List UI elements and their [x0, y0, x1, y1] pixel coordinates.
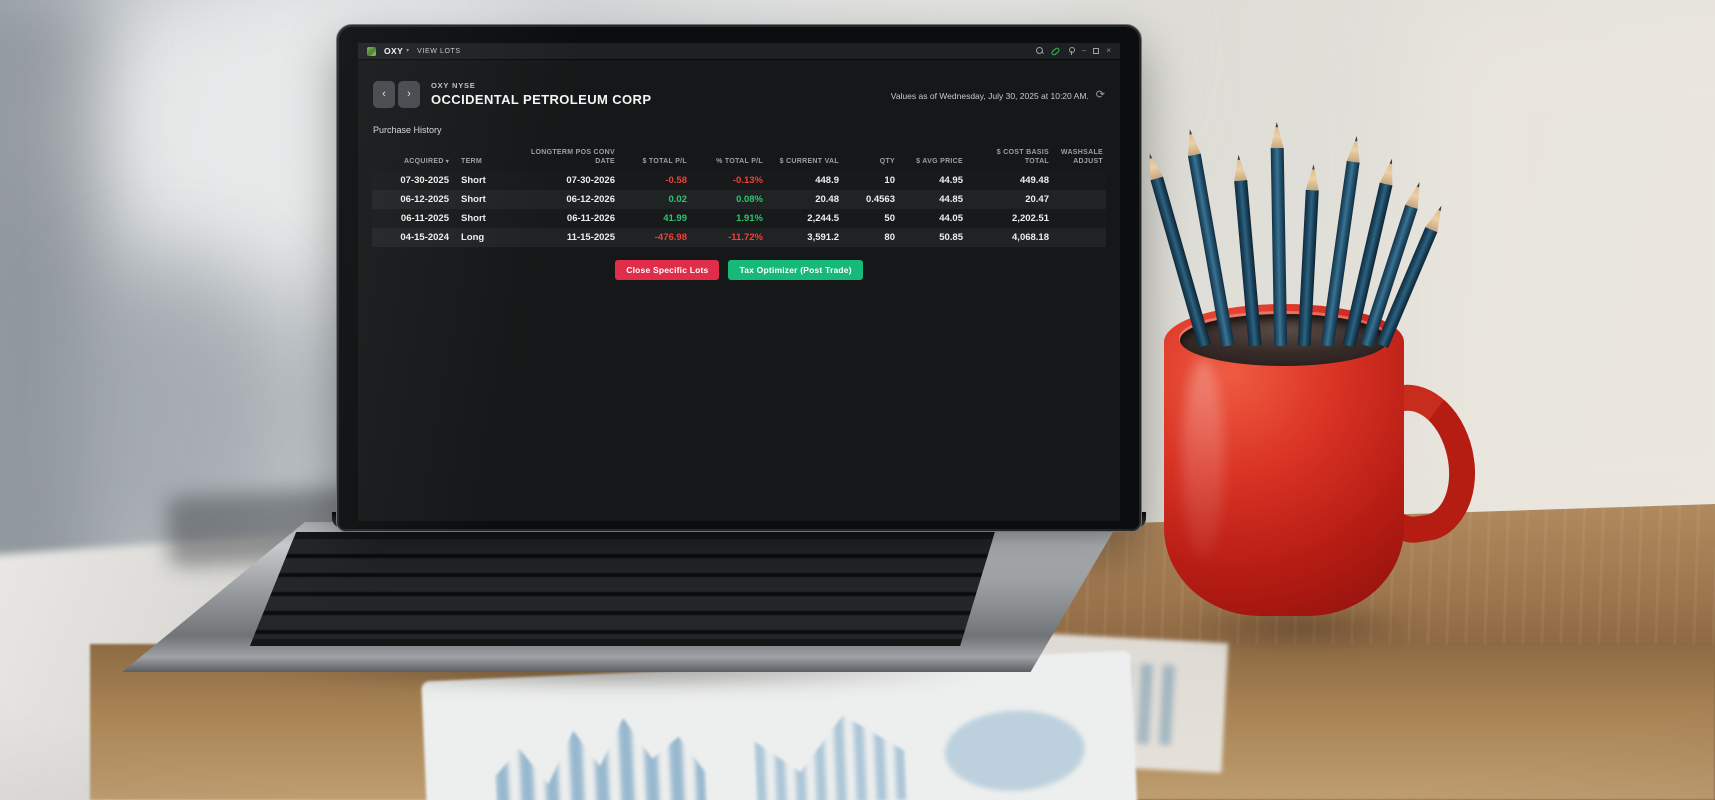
cell-washsale: [1052, 228, 1106, 247]
cell-avg-price: 44.05: [939, 212, 963, 224]
cell-total-pl: 0.02: [668, 193, 688, 205]
cell-acquired: 04-15-2024: [400, 231, 449, 243]
cell-total-pl-pct: 0.08%: [736, 193, 763, 205]
column-header-term[interactable]: TERM: [461, 158, 483, 166]
cell-total-pl-pct: 1.91%: [736, 212, 763, 224]
column-header-cost-basis[interactable]: $ COST BASIS TOTAL: [996, 149, 1049, 166]
app-window: OXY ▾ VIEW LOTS – × ‹ › OXY NYSE: [358, 43, 1120, 521]
lots-table: ACQUIRED ▾ TERM LONGTERM POS CONV DATE $ …: [372, 144, 1106, 247]
column-header-avg-price[interactable]: $ AVG PRICE: [916, 158, 963, 166]
column-header-qty[interactable]: QTY: [879, 158, 895, 166]
values-asof-text: Values as of Wednesday, July 30, 2025 at…: [890, 90, 1089, 101]
cell-qty: 0.4563: [865, 193, 895, 205]
cell-total-pl-pct: -11.72%: [728, 231, 763, 243]
laptop-keyboard: [249, 532, 995, 646]
cell-cost-basis: 449.48: [1019, 174, 1049, 186]
cell-avg-price: 44.95: [939, 174, 963, 186]
cell-cost-basis: 20.47: [1025, 193, 1049, 205]
maximize-icon[interactable]: [1093, 48, 1100, 54]
action-buttons: Close Specific Lots Tax Optimizer (Post …: [358, 259, 1120, 280]
column-header-total-pl-pct[interactable]: % TOTAL P/L: [716, 158, 763, 166]
symbol-exchange: OXY NYSE: [431, 81, 476, 90]
red-mug: [1158, 290, 1498, 635]
cell-avg-price: 44.85: [939, 193, 963, 205]
cell-cost-basis: 2,202.51: [1012, 212, 1049, 224]
pin-icon[interactable]: [1067, 47, 1075, 55]
cell-conv-date: 06-11-2026: [566, 212, 615, 224]
cell-current-val: 3,591.2: [807, 231, 839, 243]
titlebar-controls: – ×: [1035, 46, 1111, 56]
cell-cost-basis: 4,068.18: [1012, 231, 1049, 243]
cell-conv-date: 11-15-2025: [566, 231, 615, 243]
table-row[interactable]: 06-11-2025 Short 06-11-2026 41.99 1.91% …: [372, 208, 1106, 228]
chart-blob-doodle: [943, 707, 1087, 794]
cell-current-val: 2,244.5: [807, 212, 839, 224]
cell-term: Short: [461, 174, 486, 186]
refresh-icon[interactable]: ⟳: [1095, 89, 1105, 101]
back-button[interactable]: ‹: [373, 81, 395, 108]
cell-term: Short: [461, 212, 486, 224]
cell-total-pl-pct: -0.13%: [732, 174, 763, 186]
values-asof-container: Values as of Wednesday, July 30, 2025 at…: [891, 90, 1105, 101]
cell-qty: 80: [884, 231, 895, 243]
cell-total-pl: 41.99: [663, 212, 687, 224]
table-header-row: ACQUIRED ▾ TERM LONGTERM POS CONV DATE $ …: [372, 144, 1106, 171]
cell-conv-date: 06-12-2026: [566, 193, 615, 205]
column-label: ACQUIRED: [403, 158, 444, 166]
cell-term: Long: [461, 231, 485, 243]
cell-washsale: [1052, 209, 1106, 228]
tax-optimizer-button[interactable]: Tax Optimizer (Post Trade): [728, 259, 863, 280]
section-title: Purchase History: [373, 125, 442, 135]
cell-total-pl: -0.58: [665, 174, 687, 186]
tab-view-lots[interactable]: VIEW LOTS: [417, 47, 461, 55]
symbol-label: OXY: [384, 46, 404, 56]
table-row[interactable]: 04-15-2024 Long 11-15-2025 -476.98 -11.7…: [372, 227, 1106, 247]
symbol-dropdown[interactable]: OXY ▾: [384, 46, 409, 56]
column-header-conv-date[interactable]: LONGTERM POS CONV DATE: [530, 149, 615, 166]
link-icon[interactable]: [1050, 46, 1061, 56]
cell-acquired: 06-11-2025: [400, 212, 449, 224]
symbol-block: OXY NYSE OCCIDENTAL PETROLEUM CORP: [431, 81, 651, 107]
chevron-down-icon: ▾: [406, 48, 410, 54]
cell-acquired: 06-12-2025: [400, 193, 449, 205]
window-titlebar: OXY ▾ VIEW LOTS – ×: [358, 43, 1120, 60]
pencil: [1270, 122, 1288, 347]
sort-desc-icon: ▾: [445, 159, 449, 166]
cell-total-pl: -476.98: [654, 231, 687, 243]
bar-chart-doodle: [493, 709, 707, 800]
search-icon[interactable]: [1035, 47, 1044, 55]
laptop-base: [122, 522, 1119, 672]
cell-current-val: 20.48: [815, 193, 839, 205]
column-header-total-pl[interactable]: $ TOTAL P/L: [642, 158, 687, 166]
bar-chart-doodle-2: [752, 691, 907, 800]
table-row[interactable]: 07-30-2025 Short 07-30-2026 -0.58 -0.13%…: [372, 170, 1106, 190]
column-header-current-val[interactable]: $ CURRENT VAL: [779, 158, 839, 166]
forward-button[interactable]: ›: [398, 81, 420, 108]
quote-header: ‹ › OXY NYSE OCCIDENTAL PETROLEUM CORP V…: [358, 60, 1120, 108]
cell-qty: 10: [884, 174, 895, 186]
column-header-washsale[interactable]: WASHSALE ADJUST: [1060, 149, 1103, 166]
cell-term: Short: [461, 193, 486, 205]
cell-washsale: [1052, 171, 1106, 190]
cell-avg-price: 50.85: [939, 231, 963, 243]
cell-current-val: 448.9: [815, 174, 839, 186]
laptop-screen: OXY ▾ VIEW LOTS – × ‹ › OXY NYSE: [336, 24, 1142, 532]
table-row[interactable]: 06-12-2025 Short 06-12-2026 0.02 0.08% 2…: [372, 189, 1106, 209]
cell-washsale: [1052, 190, 1106, 209]
app-logo-icon: [367, 46, 376, 56]
close-specific-lots-button[interactable]: Close Specific Lots: [615, 259, 720, 280]
cell-acquired: 07-30-2025: [400, 174, 449, 186]
cell-qty: 50: [884, 212, 895, 224]
minimize-icon[interactable]: –: [1081, 46, 1087, 55]
cell-conv-date: 07-30-2026: [566, 174, 615, 186]
column-header-acquired[interactable]: ACQUIRED ▾: [372, 153, 452, 170]
close-icon[interactable]: ×: [1106, 46, 1111, 55]
company-name: OCCIDENTAL PETROLEUM CORP: [431, 92, 652, 107]
